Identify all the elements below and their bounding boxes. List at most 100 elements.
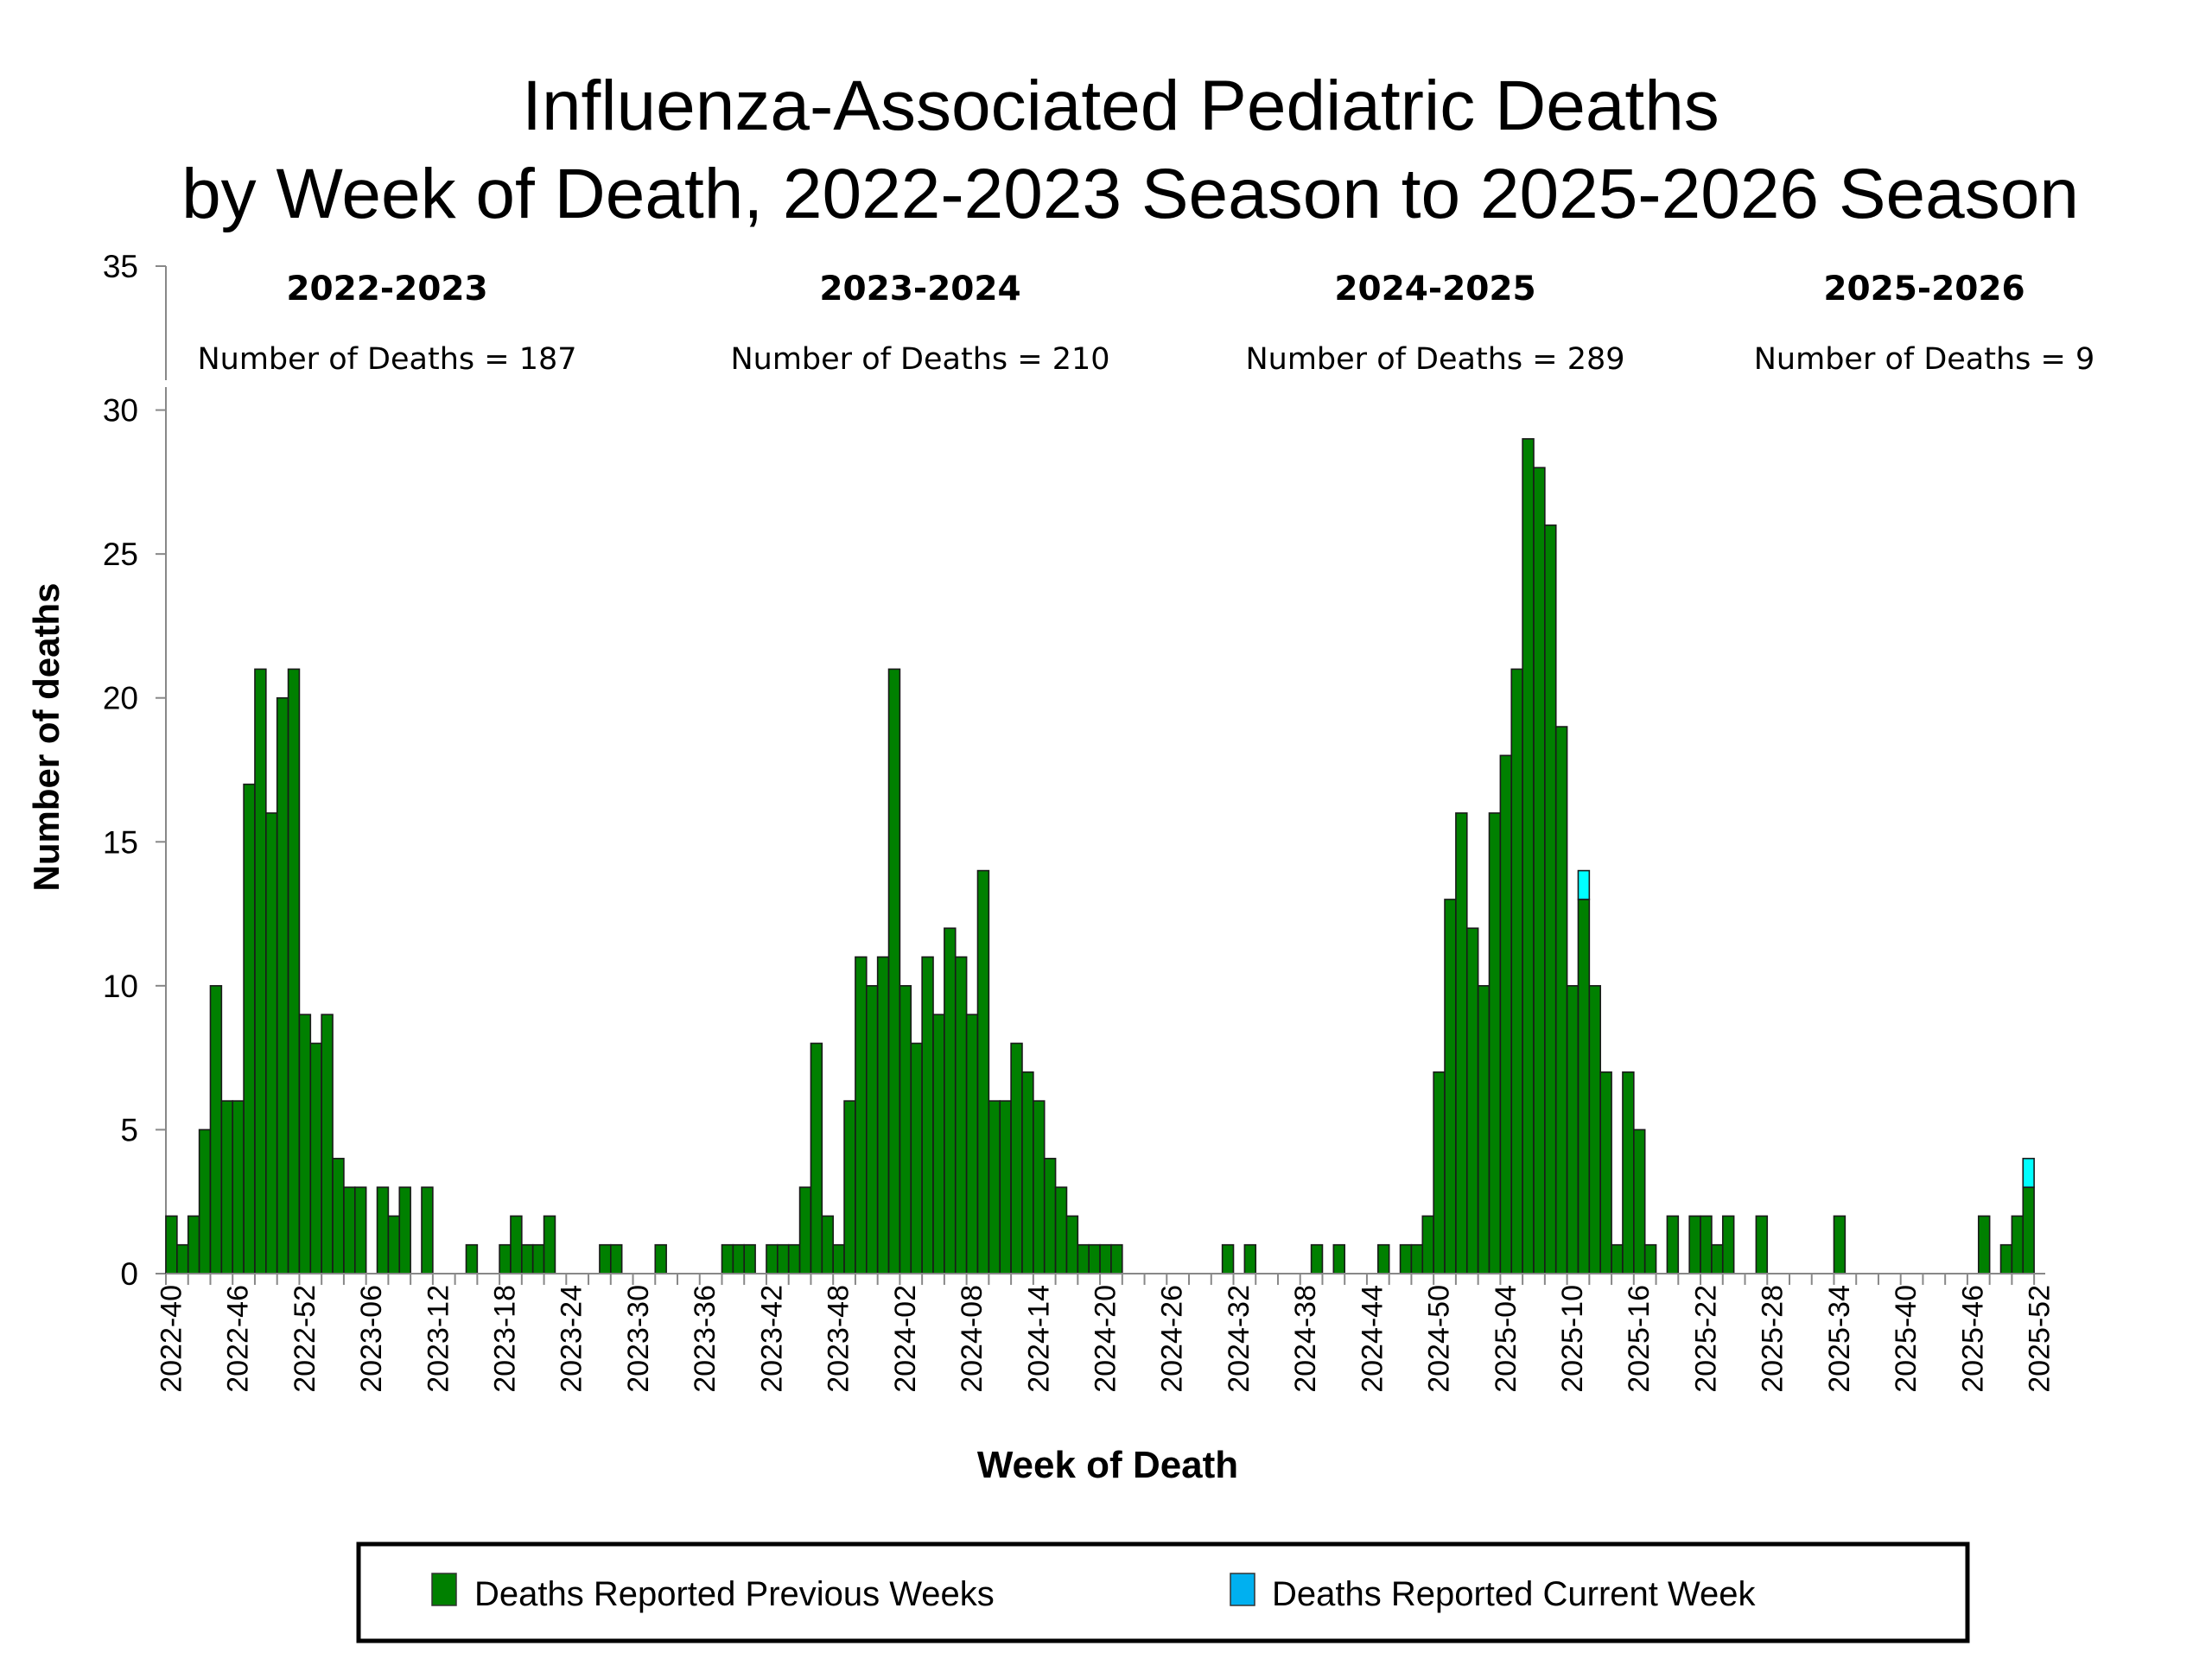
bar-previous-weeks — [732, 1243, 746, 1274]
bar-previous-weeks — [421, 1186, 434, 1274]
bar-previous-weeks — [1010, 1042, 1023, 1274]
x-tick-label: 2024-44 — [1356, 1285, 1389, 1393]
bar-previous-weeks — [1054, 1186, 1068, 1274]
x-axis: 2022-40 2022-46 2022-52 2023-06 2023-12 2023-… — [155, 1273, 2056, 1393]
bar-previous-weeks — [1221, 1243, 1235, 1274]
bar-previous-weeks — [1622, 1071, 1635, 1274]
x-tick-label: 2024-38 — [1289, 1285, 1322, 1393]
bar-previous-weeks — [976, 869, 990, 1274]
bar-previous-weeks — [1544, 524, 1557, 1274]
season-death-count: Number of Deaths = 289 — [1245, 342, 1624, 377]
bar-previous-weeks — [1666, 1215, 1680, 1274]
x-axis-title: Week of Death — [977, 1444, 1238, 1486]
bar-previous-weeks — [1977, 1215, 1991, 1274]
bar-previous-weeks — [1433, 1071, 1446, 1274]
bar-previous-weeks — [1721, 1215, 1735, 1274]
bar-previous-weeks — [198, 1128, 212, 1274]
bar-previous-weeks — [1444, 899, 1457, 1274]
bar-previous-weeks — [1310, 1243, 1324, 1274]
bar-previous-weeks — [609, 1243, 623, 1274]
bar-previous-weeks — [1833, 1215, 1847, 1274]
bar-current-week — [1577, 869, 1591, 900]
bar-previous-weeks — [298, 1014, 312, 1274]
bar-previous-weeks — [254, 668, 267, 1274]
x-tick-label: 2023-24 — [556, 1285, 588, 1393]
bar-previous-weeks — [1554, 726, 1568, 1274]
bar-previous-weeks — [932, 1014, 945, 1274]
x-tick-label: 2024-50 — [1423, 1285, 1456, 1393]
bar-previous-weeks — [276, 696, 289, 1274]
x-tick-label: 2024-20 — [1089, 1285, 1122, 1393]
y-tick-label: 30 — [103, 393, 138, 429]
bar-previous-weeks — [1033, 1100, 1046, 1274]
bar-previous-weeks — [876, 956, 890, 1274]
bar-previous-weeks — [599, 1243, 612, 1274]
x-tick-label: 2024-26 — [1156, 1285, 1189, 1393]
bar-previous-weeks — [1410, 1243, 1424, 1274]
season-death-count: Number of Deaths = 9 — [1754, 342, 2095, 377]
bar-previous-weeks — [777, 1243, 790, 1274]
x-tick-label: 2022-52 — [289, 1285, 321, 1393]
bar-previous-weeks — [187, 1215, 200, 1274]
season-label: 2023-2024 — [819, 270, 1020, 308]
bar-previous-weeks — [353, 1186, 367, 1274]
bar-previous-weeks — [499, 1243, 512, 1274]
bar-previous-weeks — [988, 1100, 1001, 1274]
x-tick-label: 2022-46 — [222, 1285, 255, 1393]
bar-previous-weeks — [2022, 1186, 2035, 1274]
bar-previous-weeks — [1043, 1157, 1057, 1274]
x-tick-label: 2023-18 — [489, 1285, 522, 1393]
bar-previous-weeks — [855, 956, 868, 1274]
bar-previous-weeks — [220, 1100, 234, 1274]
bar-previous-weeks — [232, 1100, 245, 1274]
bar-previous-weeks — [821, 1215, 834, 1274]
bar-previous-weeks — [721, 1243, 734, 1274]
bar-previous-weeks — [887, 668, 901, 1274]
bar-previous-weeks — [944, 927, 957, 1274]
bar-previous-weeks — [1688, 1215, 1701, 1274]
y-axis: 0 5 10 15 20 25 30 35 — [103, 249, 168, 1292]
x-tick-label: 2024-32 — [1223, 1285, 1255, 1393]
bar-previous-weeks — [1643, 1243, 1657, 1274]
bar-current-week — [2022, 1157, 2035, 1188]
bar-previous-weeks — [1522, 438, 1535, 1274]
bar-previous-weeks — [465, 1243, 479, 1274]
bar-previous-weeks — [1399, 1243, 1413, 1274]
bar-previous-weeks — [265, 812, 278, 1274]
bar-previous-weeks — [766, 1243, 779, 1274]
bar-previous-weeks — [798, 1186, 812, 1274]
season-label: 2024-2025 — [1334, 270, 1535, 308]
bar-previous-weeks — [1465, 927, 1479, 1274]
x-tick-label: 2023-42 — [755, 1285, 788, 1393]
bar-previous-weeks — [321, 1014, 334, 1274]
x-tick-label: 2024-08 — [956, 1285, 988, 1393]
legend-label-previous-weeks: Deaths Reported Previous Weeks — [474, 1575, 995, 1613]
bar-previous-weeks — [1700, 1215, 1713, 1274]
bar-previous-weeks — [1566, 985, 1580, 1274]
bar-previous-weeks — [287, 668, 301, 1274]
bar-previous-weeks — [1332, 1243, 1346, 1274]
x-tick-label: 2025-04 — [1490, 1285, 1522, 1393]
bar-previous-weeks — [1243, 1243, 1257, 1274]
x-tick-label: 2023-36 — [689, 1285, 721, 1393]
chart-title-line-2: by Week of Death, 2022-2023 Season to 20… — [181, 155, 2079, 233]
bar-previous-weeks — [543, 1215, 556, 1274]
bar-previous-weeks — [1755, 1215, 1769, 1274]
legend: Deaths Reported Previous Weeks Deaths Re… — [356, 1541, 1970, 1643]
legend-swatch-previous-weeks — [431, 1573, 457, 1606]
bar-previous-weeks — [376, 1186, 390, 1274]
bar-previous-weeks — [1099, 1243, 1112, 1274]
season-label: 2025-2026 — [1823, 270, 2024, 308]
y-tick-label: 0 — [120, 1256, 138, 1292]
y-axis-title: Number of deaths — [26, 582, 67, 891]
bar-previous-weeks — [743, 1243, 756, 1274]
bar-previous-weeks — [243, 783, 256, 1274]
bar-previous-weeks — [332, 1157, 345, 1274]
bar-previous-weeks — [1611, 1243, 1624, 1274]
bar-previous-weeks — [1455, 812, 1468, 1274]
bar-previous-weeks — [654, 1243, 667, 1274]
bar-previous-weeks — [398, 1186, 411, 1274]
x-tick-label: 2024-14 — [1022, 1285, 1055, 1393]
season-annotations: 2022-2023 Number of Deaths = 187 2023-2024… — [197, 270, 2094, 377]
y-tick-label: 15 — [103, 824, 138, 860]
